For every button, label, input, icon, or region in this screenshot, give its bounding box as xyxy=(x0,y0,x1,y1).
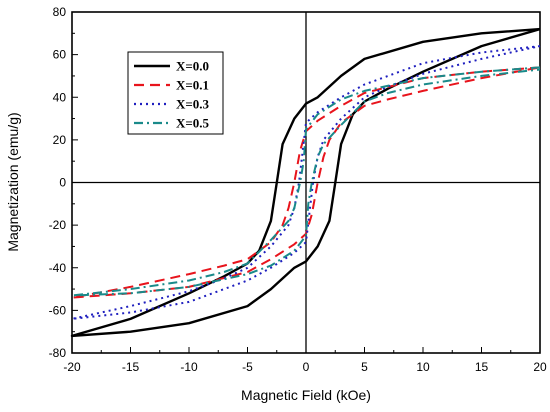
y-tick-label: -20 xyxy=(49,218,67,232)
y-axis-title: Magnetization (emu/g) xyxy=(5,112,21,251)
x-tick-label: 0 xyxy=(303,360,310,374)
y-tick-label: 20 xyxy=(53,133,67,147)
series-line-0 xyxy=(70,27,541,338)
zero-axes xyxy=(72,12,540,353)
x-tick-label: -5 xyxy=(242,360,253,374)
legend-label: X=0.0 xyxy=(176,59,209,74)
legend-label: X=0.1 xyxy=(176,78,209,93)
x-tick-label: 5 xyxy=(361,360,368,374)
y-tick-label: 60 xyxy=(53,48,67,62)
y-tick-label: 0 xyxy=(59,176,66,190)
series-layer xyxy=(70,27,541,338)
legend: X=0.0 X=0.1 X=0.3 X=0.5 xyxy=(127,51,224,135)
legend-label: X=0.3 xyxy=(176,97,210,112)
x-tick-label: 20 xyxy=(533,360,547,374)
series-line-2 xyxy=(71,45,541,320)
legend-label: X=0.5 xyxy=(176,116,210,131)
series-line-3 xyxy=(71,66,541,297)
y-tick-label: -80 xyxy=(49,346,67,360)
y-tick-label: -60 xyxy=(49,303,67,317)
x-tick-label: -20 xyxy=(63,360,81,374)
y-tick-label: 80 xyxy=(53,5,67,19)
axis-ticks: -20 -15 -10 -5 0 5 10 15 20 -80 -60 -40 -20 0 20 40 60 80 xyxy=(49,5,547,374)
y-tick-label: 40 xyxy=(53,90,67,104)
x-axis-title: Magnetic Field (kOe) xyxy=(241,387,371,403)
x-tick-label: -10 xyxy=(180,360,198,374)
x-tick-label: 10 xyxy=(416,360,430,374)
x-tick-label: 15 xyxy=(475,360,489,374)
y-tick-label: -40 xyxy=(49,261,67,275)
x-tick-label: -15 xyxy=(122,360,140,374)
